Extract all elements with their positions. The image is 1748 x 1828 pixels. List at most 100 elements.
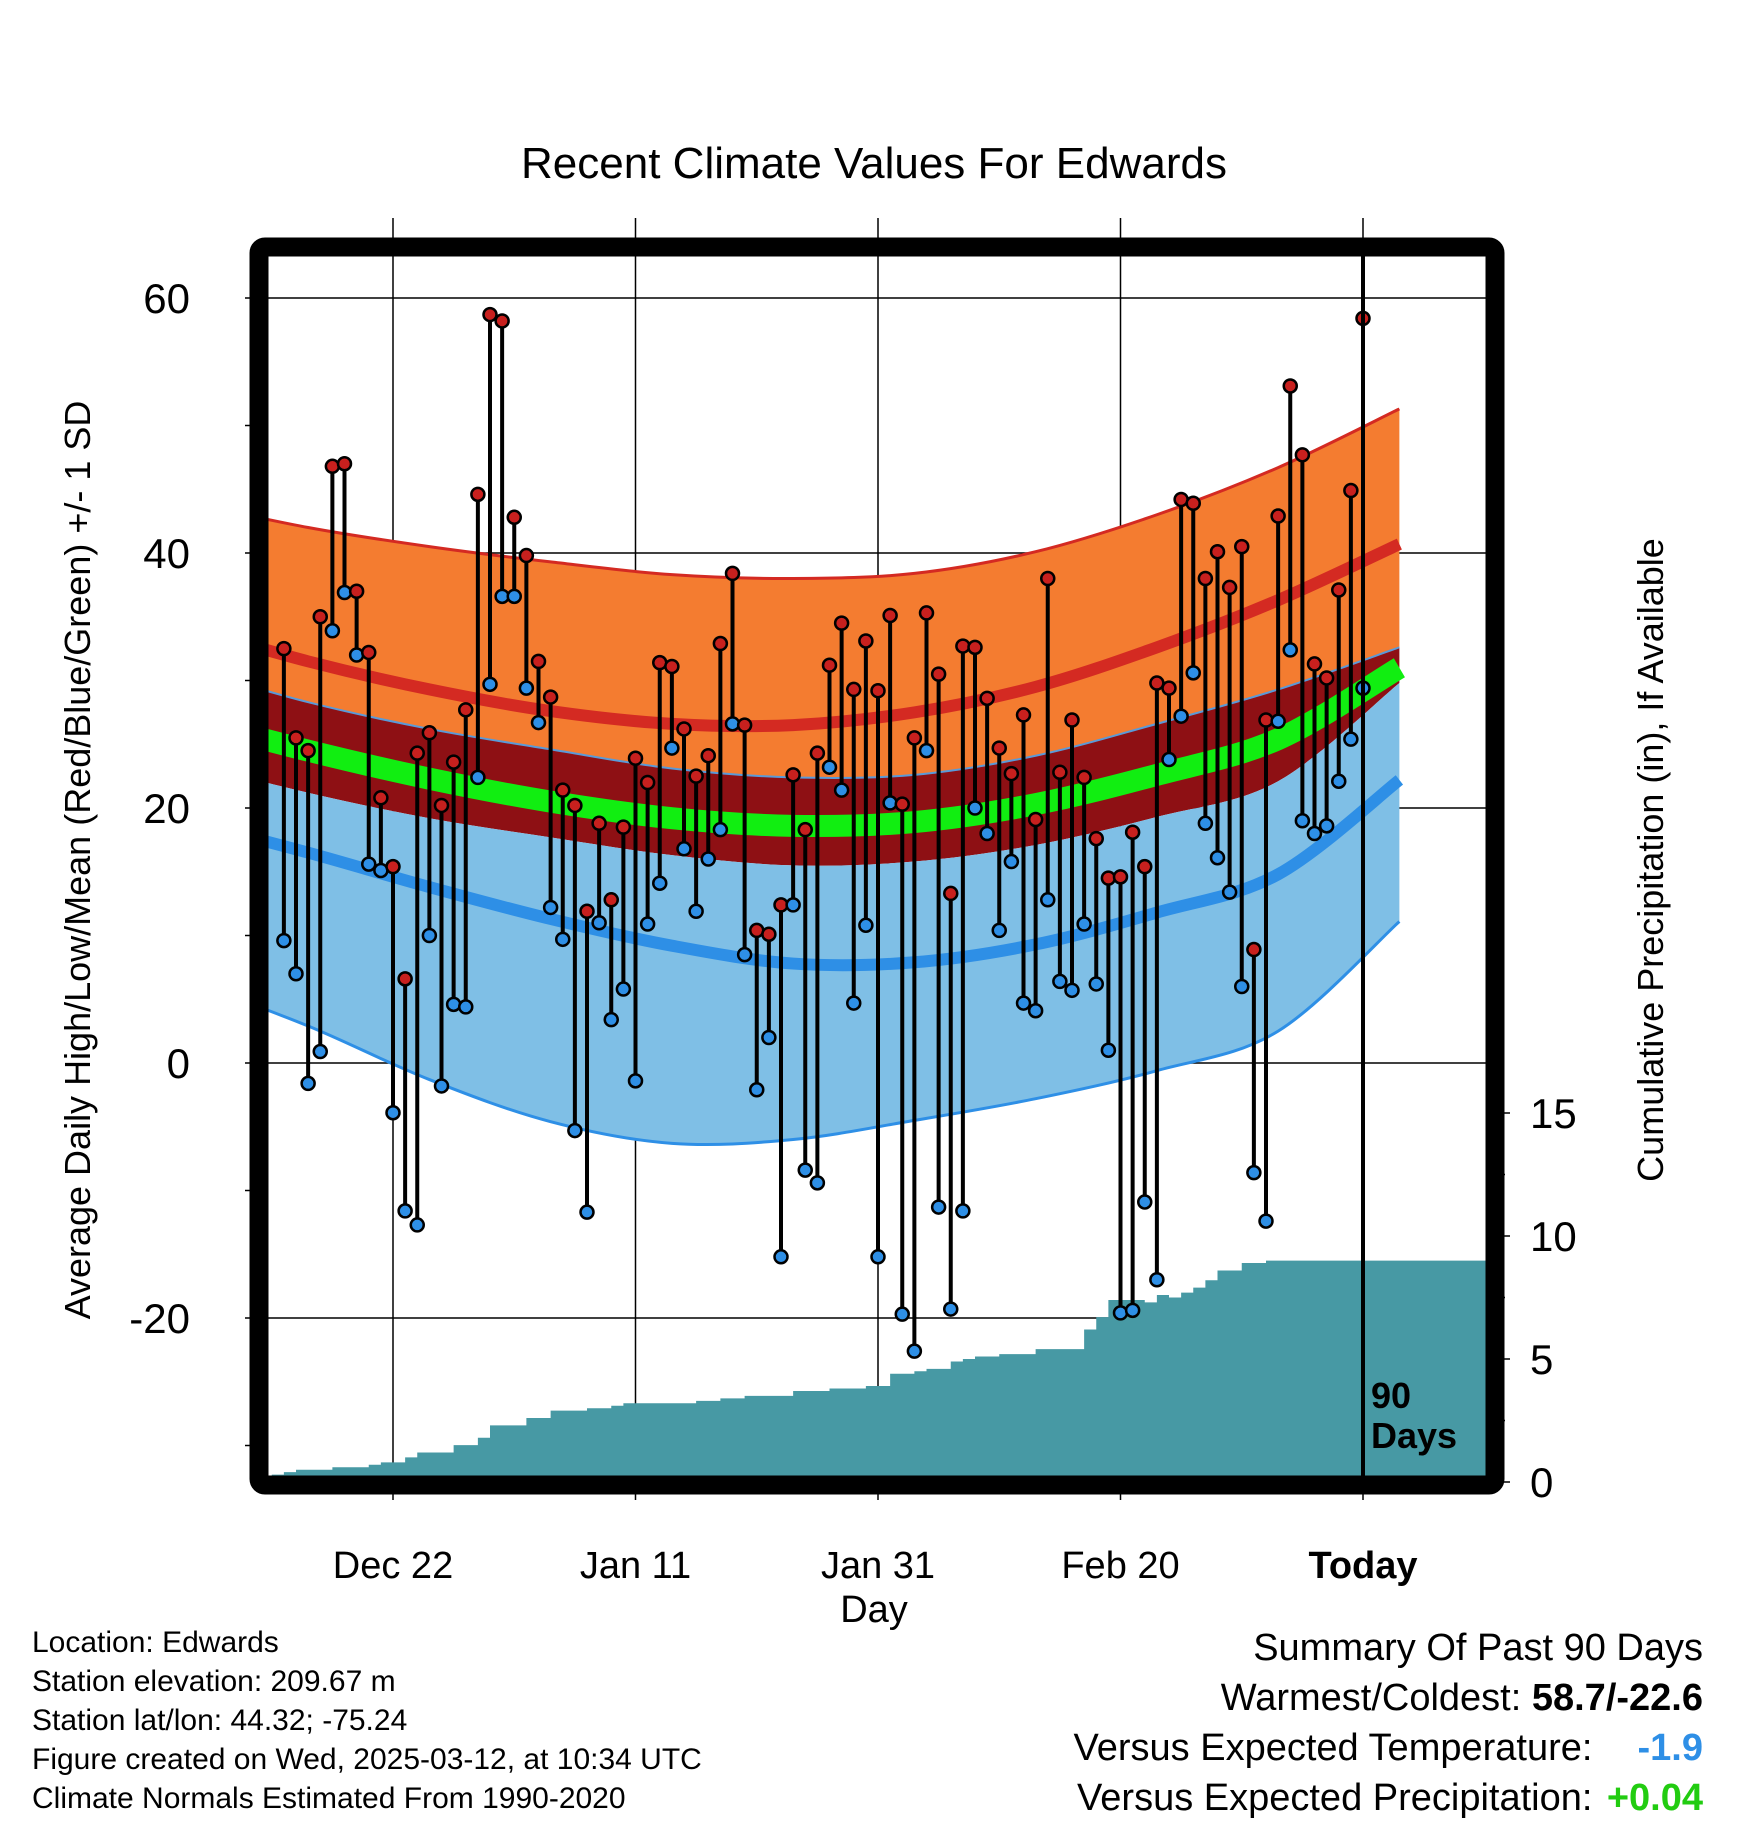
daily-points [276,306,1371,1359]
low-point [555,931,571,948]
low-point [1258,1213,1274,1229]
low-point [530,714,547,731]
low-point [1027,1002,1044,1019]
low-point [312,1043,328,1060]
precip-departure-label: Versus Expected Precipitation: [1077,1777,1593,1819]
low-point [1124,1302,1141,1319]
high-point [1234,538,1250,555]
high-point [821,657,838,673]
high-point [1343,482,1359,499]
daily-range-stems [281,314,1365,1352]
x-tick-label: Dec 22 [333,1545,453,1587]
high-point [276,640,292,657]
high-point [1076,769,1092,786]
high-point [761,926,777,942]
low-point [591,915,607,931]
high-point [664,658,680,675]
summary-panel: Summary Of Past 90 Days Warmest/Coldest:… [1074,1623,1703,1823]
high-point [518,547,535,564]
station-info: Location: Edwards Station elevation: 209… [32,1623,702,1818]
low-point [1173,708,1189,724]
low-point [1197,815,1214,832]
high-point [603,892,619,908]
high-point [1209,543,1226,560]
low-point [1331,773,1347,789]
high-point [530,653,547,670]
high-point [1088,830,1104,847]
high-point [1027,811,1044,828]
y-tick-label: 60 [143,275,190,322]
high-point [506,509,522,526]
low-point [858,917,874,934]
high-point [918,605,935,621]
high-point [1318,670,1335,686]
low-point [506,588,522,605]
high-point [385,858,401,875]
low-point [1064,982,1080,999]
high-point [409,745,425,761]
low-point [906,1343,923,1359]
low-point [1040,892,1056,908]
high-point [1185,495,1201,512]
low-point [1076,916,1092,932]
low-point [1221,884,1238,900]
low-point [409,1217,425,1233]
high-point [433,797,450,814]
high-point [300,742,316,759]
created-text: Figure created on Wed, 2025-03-12, at 10… [32,1743,702,1776]
y2-tick-label: 15 [1530,1090,1577,1137]
low-point [445,996,462,1013]
low-point [1294,813,1311,829]
low-point [385,1104,401,1121]
low-point [1318,818,1335,834]
low-point [433,1078,450,1094]
low-point [1052,973,1068,990]
high-point [445,754,462,770]
high-point [639,774,656,791]
high-point [615,819,632,835]
low-point [1149,1272,1165,1288]
low-point [1003,853,1020,870]
today-days-label: Days [1371,1415,1457,1456]
low-point [809,1175,826,1191]
high-point [361,644,377,661]
plot-frame [249,237,1505,1495]
x-tick-label: Today [1308,1545,1417,1587]
low-point [348,647,365,663]
y-tick-label: -20 [129,1295,190,1342]
high-point [482,306,498,323]
low-point [967,800,983,816]
low-point [1246,1164,1262,1181]
high-point [312,609,328,625]
high-point [858,633,874,649]
warmest-coldest-label: Warmest/Coldest: [1220,1677,1522,1719]
high-point [967,639,983,656]
high-point [785,767,801,783]
high-point [930,666,947,682]
low-point [482,676,498,693]
low-point [361,856,377,872]
high-point [567,797,583,814]
low-point [652,875,668,891]
low-point [749,1082,765,1098]
low-point [542,899,559,916]
low-point [579,1204,595,1220]
high-point [397,971,413,987]
high-point [579,903,595,920]
elevation-text: Station elevation: 209.67 m [32,1665,396,1698]
low-point [943,1301,959,1317]
low-point [1100,1042,1117,1058]
low-point [627,1073,644,1089]
low-point [1343,731,1359,747]
high-point [494,313,510,329]
today-days-count: 90 [1371,1375,1411,1416]
high-point [1137,858,1153,875]
high-point [458,702,474,718]
y-tick-label: 20 [143,785,190,832]
low-point [846,995,862,1011]
low-point [894,1306,910,1322]
high-point [348,583,365,599]
summary-heading: Summary Of Past 90 Days [1253,1627,1703,1669]
latlon-text: Station lat/lon: 44.32; -75.24 [32,1704,408,1737]
high-point [688,768,704,784]
